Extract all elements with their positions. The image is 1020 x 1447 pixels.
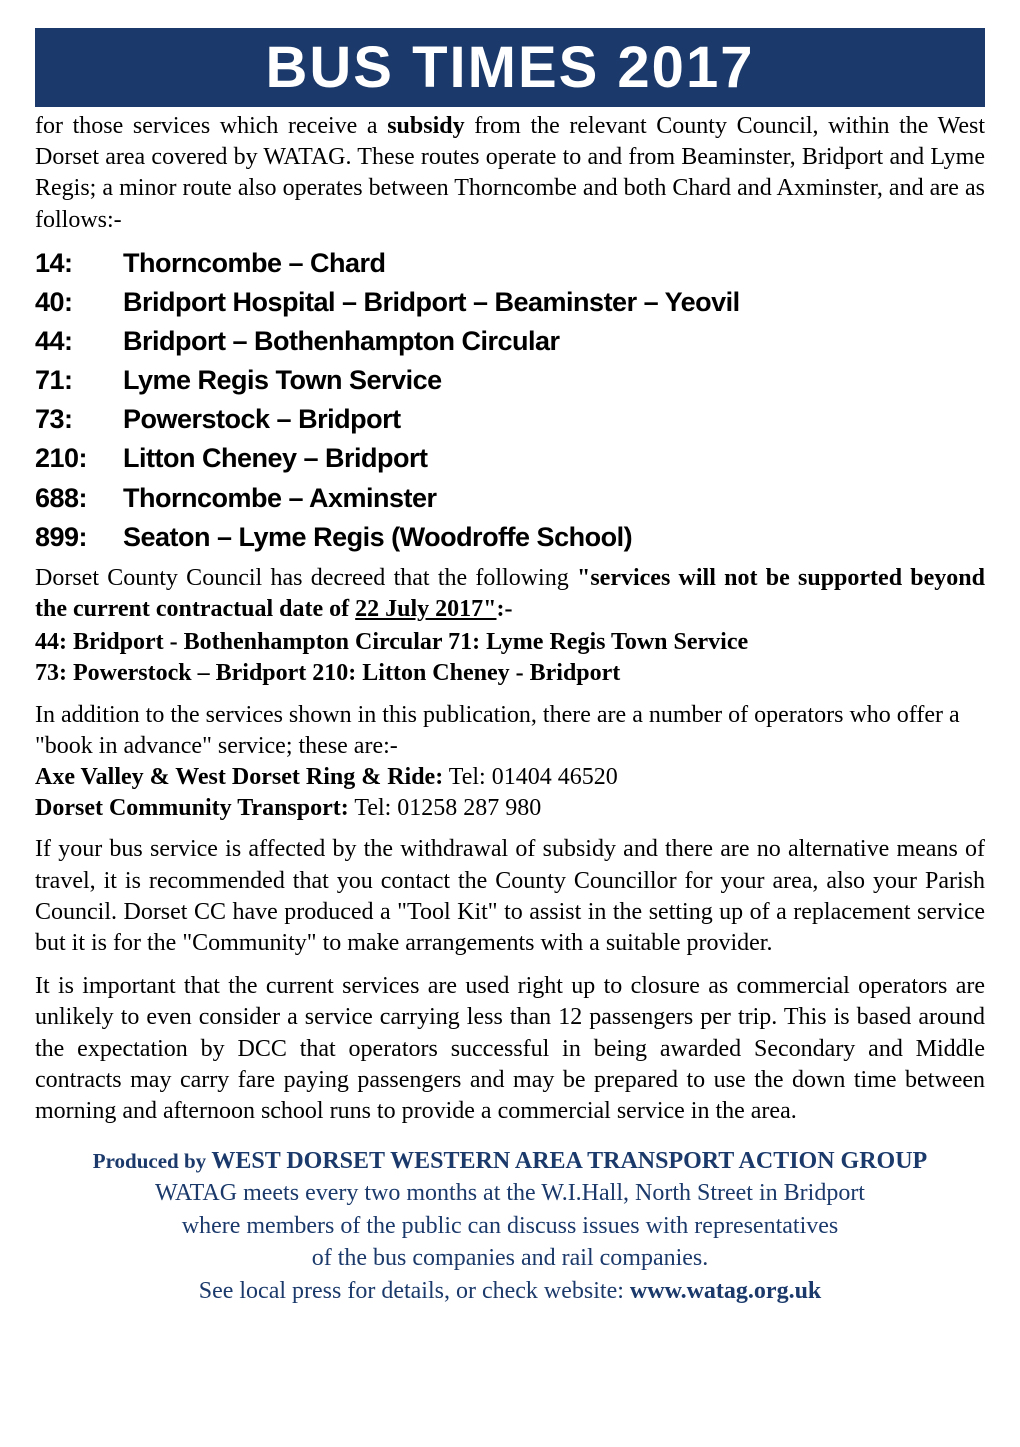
contact-name: Axe Valley & West Dorset Ring & Ride:: [35, 764, 443, 790]
intro-paragraph: for those services which receive a subsi…: [35, 111, 985, 236]
footer-line3: where members of the public can discuss …: [35, 1210, 985, 1242]
contact-line: Axe Valley & West Dorset Ring & Ride: Te…: [35, 762, 985, 793]
route-number: 899:: [35, 518, 123, 557]
affected-services-block: 44: Bridport - Bothenhampton Circular 71…: [35, 627, 985, 689]
footer-line2: WATAG meets every two months at the W.I.…: [35, 1177, 985, 1209]
contact-line: Dorset Community Transport: Tel: 01258 2…: [35, 793, 985, 824]
route-description: Lyme Regis Town Service: [123, 361, 442, 400]
route-number: 44:: [35, 322, 123, 361]
contact-tel: Tel: 01404 46520: [443, 764, 618, 790]
route-row: 40: Bridport Hospital – Bridport – Beami…: [35, 283, 985, 322]
route-number: 210:: [35, 439, 123, 478]
route-row: 71: Lyme Regis Town Service: [35, 361, 985, 400]
route-description: Litton Cheney – Bridport: [123, 439, 428, 478]
contacts-block: Axe Valley & West Dorset Ring & Ride: Te…: [35, 762, 985, 824]
route-description: Bridport – Bothenhampton Circular: [123, 322, 560, 361]
route-number: 14:: [35, 244, 123, 283]
route-description: Seaton – Lyme Regis (Woodroffe School): [123, 518, 632, 557]
route-number: 688:: [35, 479, 123, 518]
route-row: 44: Bridport – Bothenhampton Circular: [35, 322, 985, 361]
closure-paragraph: It is important that the current service…: [35, 971, 985, 1127]
route-description: Thorncombe – Axminster: [123, 479, 437, 518]
footer-producer-line: Produced by WEST DORSET WESTERN AREA TRA…: [35, 1145, 985, 1177]
route-row: 688: Thorncombe – Axminster: [35, 479, 985, 518]
intro-pre: for those services which receive a: [35, 113, 387, 139]
title-text: BUS TIMES 2017: [266, 35, 755, 100]
contact-tel: Tel: 01258 287 980: [349, 795, 542, 821]
footer-line5-pre: See local press for details, or check we…: [199, 1278, 630, 1304]
decree-date: 22 July 2017": [355, 596, 496, 622]
footer-producer-prefix: Produced by: [93, 1149, 212, 1173]
affected-line2: 73: Powerstock – Bridport 210: Litton Ch…: [35, 658, 985, 689]
route-list: 14: Thorncombe – Chard 40: Bridport Hosp…: [35, 244, 985, 557]
route-row: 899: Seaton – Lyme Regis (Woodroffe Scho…: [35, 518, 985, 557]
route-row: 14: Thorncombe – Chard: [35, 244, 985, 283]
route-description: Powerstock – Bridport: [123, 400, 401, 439]
route-description: Bridport Hospital – Bridport – Beaminste…: [123, 283, 740, 322]
withdrawal-paragraph: If your bus service is affected by the w…: [35, 834, 985, 959]
decree-bold2: :-: [497, 596, 513, 622]
title-bar: BUS TIMES 2017: [35, 28, 985, 107]
route-number: 40:: [35, 283, 123, 322]
decree-pre: Dorset County Council has decreed that t…: [35, 565, 577, 591]
advance-booking-paragraph: In addition to the services shown in thi…: [35, 700, 985, 762]
footer-producer-name: WEST DORSET WESTERN AREA TRANSPORT ACTIO…: [211, 1148, 927, 1174]
route-row: 210: Litton Cheney – Bridport: [35, 439, 985, 478]
route-number: 71:: [35, 361, 123, 400]
route-row: 73: Powerstock – Bridport: [35, 400, 985, 439]
footer-line5: See local press for details, or check we…: [35, 1275, 985, 1307]
route-description: Thorncombe – Chard: [123, 244, 386, 283]
intro-bold: subsidy: [387, 113, 464, 139]
footer-block: Produced by WEST DORSET WESTERN AREA TRA…: [35, 1145, 985, 1307]
decree-paragraph: Dorset County Council has decreed that t…: [35, 563, 985, 625]
footer-line4: of the bus companies and rail companies.: [35, 1242, 985, 1274]
contact-name: Dorset Community Transport:: [35, 795, 349, 821]
footer-website: www.watag.org.uk: [630, 1278, 821, 1304]
route-number: 73:: [35, 400, 123, 439]
affected-line1: 44: Bridport - Bothenhampton Circular 71…: [35, 627, 985, 658]
